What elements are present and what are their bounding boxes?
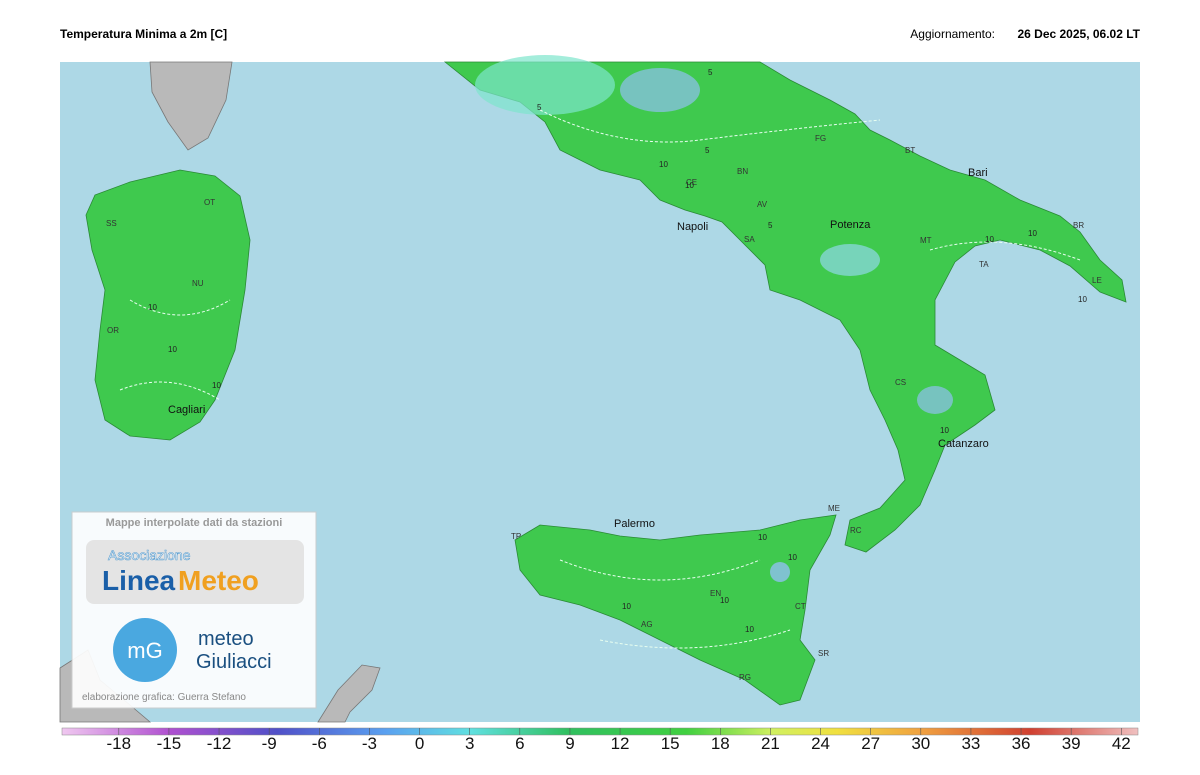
cold-zone <box>620 68 700 112</box>
logo-icon <box>113 618 177 682</box>
contour-label: 10 <box>685 181 694 190</box>
station-label: OT <box>204 198 215 207</box>
cold-zone <box>770 562 790 582</box>
contour-label: 10 <box>659 160 668 169</box>
station-label: SR <box>818 649 829 658</box>
contour-label: 10 <box>758 533 767 542</box>
city-label: Bari <box>968 167 988 179</box>
station-label: CE <box>686 178 697 187</box>
logo-badge: mG <box>127 638 162 663</box>
station-label: RC <box>850 526 862 535</box>
city-label: Palermo <box>614 518 655 530</box>
logo-partner: Giuliacci <box>196 651 272 673</box>
colorbar-tick-label: 36 <box>1012 734 1031 753</box>
southern-italy <box>443 61 1127 553</box>
contour-label: 10 <box>1078 295 1087 304</box>
colorbar-tick-label: 42 <box>1112 734 1131 753</box>
colorbar-tick-label: 39 <box>1062 734 1081 753</box>
colorbar <box>61 727 1139 736</box>
contour-label: 10 <box>985 235 994 244</box>
isotherm <box>119 299 231 401</box>
colorbar-tick-label: 33 <box>961 734 980 753</box>
colorbar-tick-label: 3 <box>465 734 474 753</box>
contour-label: 5 <box>708 68 713 77</box>
contour-label: 10 <box>940 426 949 435</box>
colorbar-tick-label: -3 <box>362 734 377 753</box>
colorbar-tick-label: -18 <box>107 734 132 753</box>
contour-label: 10 <box>168 345 177 354</box>
isotherm <box>929 241 1081 261</box>
logo-partner: meteo <box>198 628 254 650</box>
city-label: Catanzaro <box>938 438 989 450</box>
station-label: NU <box>192 279 204 288</box>
station-label: CS <box>895 378 906 387</box>
station-label: TA <box>979 260 989 269</box>
contour-label: 10 <box>1028 229 1037 238</box>
sicily <box>514 514 837 706</box>
logo-brand: Linea <box>102 565 176 596</box>
station-label: OR <box>107 326 119 335</box>
cold-zone <box>475 55 615 115</box>
colorbar-tick-label: -6 <box>312 734 327 753</box>
station-label: BT <box>905 146 915 155</box>
station-label: CT <box>795 602 806 611</box>
logo-brand: Meteo <box>178 565 259 596</box>
logo-caption: Mappe interpolate dati da stazioni <box>106 517 283 529</box>
contour-label: 10 <box>745 625 754 634</box>
logo-association: Associazione <box>108 547 191 563</box>
colorbar-tick-label: 6 <box>515 734 524 753</box>
contour-label: 10 <box>622 602 631 611</box>
contour-label: 10 <box>720 596 729 605</box>
city-label: Potenza <box>830 219 871 231</box>
contour-label: 5 <box>705 146 710 155</box>
colorbar-tick-label: 15 <box>661 734 680 753</box>
cold-zone <box>917 386 953 414</box>
station-label: LE <box>1092 276 1102 285</box>
logo-badge-bg <box>86 540 304 604</box>
station-label: BR <box>1073 221 1084 230</box>
city-label: Napoli <box>677 221 708 233</box>
city-label: Cagliari <box>168 404 205 416</box>
update-label: Aggiornamento: <box>910 27 995 41</box>
station-label: ME <box>828 504 840 513</box>
isotherm <box>559 559 791 649</box>
contour-label: 5 <box>768 221 773 230</box>
colorbar-tick-label: 9 <box>565 734 574 753</box>
isotherm <box>539 109 881 143</box>
logo-credit: elaborazione grafica: Guerra Stefano <box>82 692 246 703</box>
contour-label: 10 <box>788 553 797 562</box>
colorbar-tick-label: 21 <box>761 734 780 753</box>
colorbar-tick-label: 30 <box>911 734 930 753</box>
logo-panel: Mappe interpolate dati da stazioni Assoc… <box>71 511 317 709</box>
cold-zone <box>820 244 880 276</box>
station-label: AV <box>757 200 768 209</box>
colorbar-tick-label: 27 <box>861 734 880 753</box>
colorbar-tick-label: 12 <box>611 734 630 753</box>
sardinia <box>85 169 251 441</box>
contour-label: 10 <box>212 381 221 390</box>
station-label: AG <box>641 620 653 629</box>
map-title: Temperatura Minima a 2m [C] <box>60 27 227 41</box>
colorbar-tick-label: 24 <box>811 734 830 753</box>
colorbar-tick-label: -15 <box>157 734 182 753</box>
station-label: RG <box>739 673 751 682</box>
contour-label: 10 <box>148 303 157 312</box>
colorbar-tick-label: -9 <box>262 734 277 753</box>
tunisia-cape <box>317 664 381 723</box>
colorbar-tick-label: 0 <box>415 734 424 753</box>
contour-label: 5 <box>537 103 542 112</box>
colorbar-tick-label: 18 <box>711 734 730 753</box>
station-label: SS <box>106 219 117 228</box>
station-label: TP <box>511 532 521 541</box>
update-time: 26 Dec 2025, 06.02 LT <box>1017 27 1140 41</box>
station-label: FG <box>815 134 826 143</box>
station-label: EN <box>710 589 721 598</box>
corsica <box>149 61 233 151</box>
station-label: BN <box>737 167 748 176</box>
station-label: SA <box>744 235 755 244</box>
colorbar-tick-label: -12 <box>207 734 232 753</box>
station-label: MT <box>920 236 932 245</box>
